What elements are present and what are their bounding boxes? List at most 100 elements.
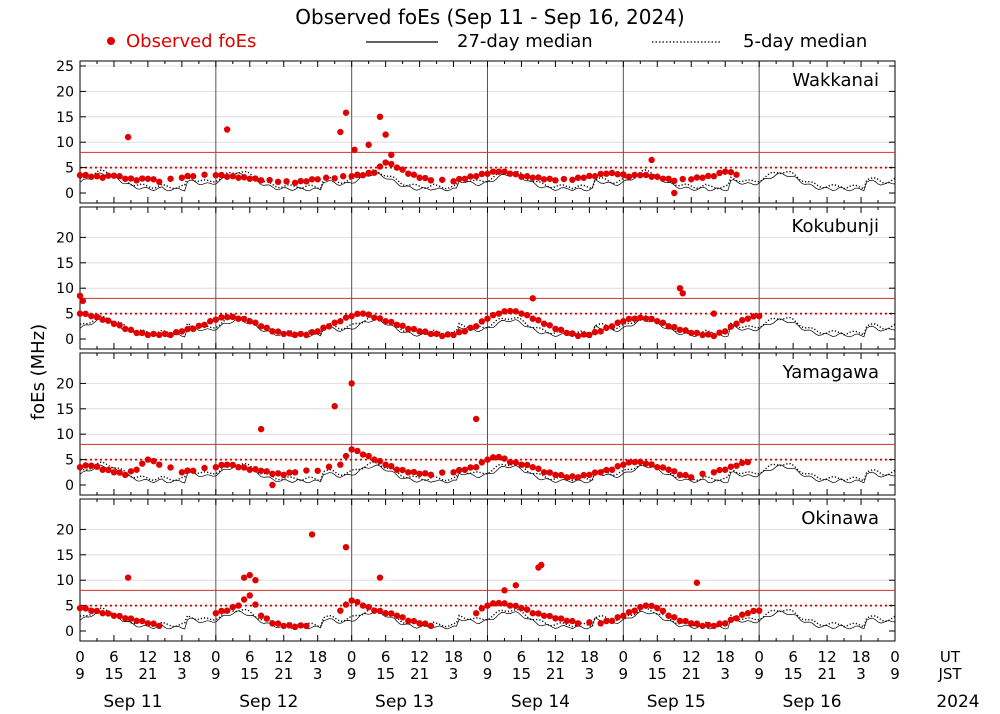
observed-point bbox=[93, 313, 101, 321]
observed-point bbox=[388, 463, 395, 470]
y-tick-label: 15 bbox=[56, 110, 74, 126]
observed-point bbox=[76, 172, 84, 179]
observed-point bbox=[144, 456, 152, 463]
observed-point bbox=[122, 325, 129, 333]
observed-point bbox=[654, 464, 661, 471]
observed-point bbox=[223, 313, 231, 321]
x-tick-label-ut: 18 bbox=[851, 648, 870, 666]
observed-point bbox=[631, 315, 638, 322]
x-tick-label-ut: 6 bbox=[109, 648, 119, 666]
observed-point bbox=[535, 465, 542, 472]
observed-point bbox=[738, 611, 746, 618]
observed-point bbox=[201, 171, 208, 178]
observed-point bbox=[257, 177, 265, 184]
observed-point bbox=[212, 610, 220, 617]
legend-label-5day-median: 5-day median bbox=[743, 31, 867, 52]
observed-point bbox=[642, 602, 650, 609]
observed-point bbox=[139, 329, 146, 337]
observed-point bbox=[257, 612, 265, 619]
observed-point bbox=[722, 328, 729, 335]
observed-point bbox=[240, 596, 248, 603]
observed-point bbox=[688, 176, 695, 183]
observed-point bbox=[297, 177, 304, 185]
observed-point bbox=[252, 601, 259, 608]
observed-point bbox=[574, 174, 582, 181]
observed-point bbox=[586, 619, 593, 626]
x-tick-label-jst: 21 bbox=[682, 665, 701, 683]
observed-point bbox=[523, 461, 531, 469]
observed-point bbox=[563, 617, 570, 625]
observed-point bbox=[110, 612, 118, 619]
x-tick-label-ut: 18 bbox=[172, 648, 191, 666]
observed-point bbox=[303, 331, 310, 339]
observed-point bbox=[105, 466, 112, 474]
observed-point bbox=[399, 614, 406, 621]
observed-point bbox=[246, 466, 253, 473]
observed-outlier-point bbox=[676, 285, 684, 292]
median-27day-line bbox=[79, 318, 896, 338]
observed-point bbox=[405, 469, 412, 476]
observed-point bbox=[393, 321, 401, 328]
observed-point bbox=[223, 607, 231, 614]
observed-point bbox=[127, 615, 135, 622]
x-tick-label-ut: 0 bbox=[483, 648, 493, 666]
observed-point bbox=[342, 314, 350, 321]
observed-outlier-point bbox=[376, 113, 384, 121]
observed-point bbox=[235, 464, 242, 471]
observed-point bbox=[467, 324, 474, 332]
observed-point bbox=[308, 328, 316, 336]
day-label: Sep 15 bbox=[647, 692, 706, 712]
observed-point bbox=[382, 461, 389, 468]
observed-outlier-point bbox=[240, 574, 248, 581]
panel-kokubunji: 0 5 10 15 20 Kokubunji bbox=[56, 206, 896, 350]
observed-point bbox=[727, 616, 735, 624]
station-label-wakkanai: Wakkanai bbox=[792, 70, 879, 91]
observed-point bbox=[439, 176, 446, 183]
x-tick-label-ut: 0 bbox=[754, 648, 764, 666]
observed-point bbox=[212, 464, 220, 471]
observed-point bbox=[603, 617, 610, 625]
observed-point bbox=[648, 461, 655, 468]
observed-outlier-point bbox=[382, 131, 389, 138]
x-tick-label-jst: 15 bbox=[512, 665, 531, 683]
observed-outlier-point bbox=[308, 531, 316, 538]
observed-point bbox=[699, 174, 706, 181]
observed-point bbox=[127, 468, 135, 475]
observed-outlier-point bbox=[342, 543, 350, 551]
observed-point bbox=[597, 170, 604, 178]
observed-point bbox=[99, 174, 106, 181]
observed-point bbox=[286, 622, 293, 629]
observed-point bbox=[371, 314, 378, 321]
observed-outlier-point bbox=[671, 189, 678, 197]
observed-point bbox=[76, 604, 84, 612]
observed-point bbox=[574, 474, 582, 481]
observed-point bbox=[608, 323, 616, 330]
observed-point bbox=[569, 176, 576, 183]
observed-point bbox=[529, 464, 536, 471]
observed-point bbox=[354, 447, 361, 455]
legend: Observed foEs 27-day median 5-day median bbox=[107, 31, 867, 52]
observed-point bbox=[240, 174, 248, 181]
observed-point bbox=[189, 173, 197, 180]
observed-point bbox=[512, 602, 519, 610]
x-tick-label-ut: 6 bbox=[788, 648, 798, 666]
observed-point bbox=[710, 332, 718, 340]
observed-point bbox=[659, 175, 667, 182]
observed-point bbox=[144, 620, 152, 627]
observed-point bbox=[597, 620, 604, 627]
observed-point bbox=[484, 170, 491, 177]
observed-point bbox=[116, 469, 123, 476]
observed-point bbox=[240, 315, 248, 323]
observed-point bbox=[489, 168, 497, 175]
observed-point bbox=[738, 317, 746, 324]
observed-point bbox=[557, 471, 565, 479]
median-27day-line bbox=[79, 610, 896, 630]
x-tick-label-jst: 21 bbox=[546, 665, 565, 683]
observed-point bbox=[99, 466, 106, 473]
observed-point bbox=[654, 173, 661, 180]
observed-point bbox=[586, 172, 593, 180]
observed-outlier-point bbox=[124, 574, 132, 581]
observed-point bbox=[291, 331, 299, 339]
observed-point bbox=[359, 602, 367, 609]
observed-point bbox=[427, 622, 435, 630]
